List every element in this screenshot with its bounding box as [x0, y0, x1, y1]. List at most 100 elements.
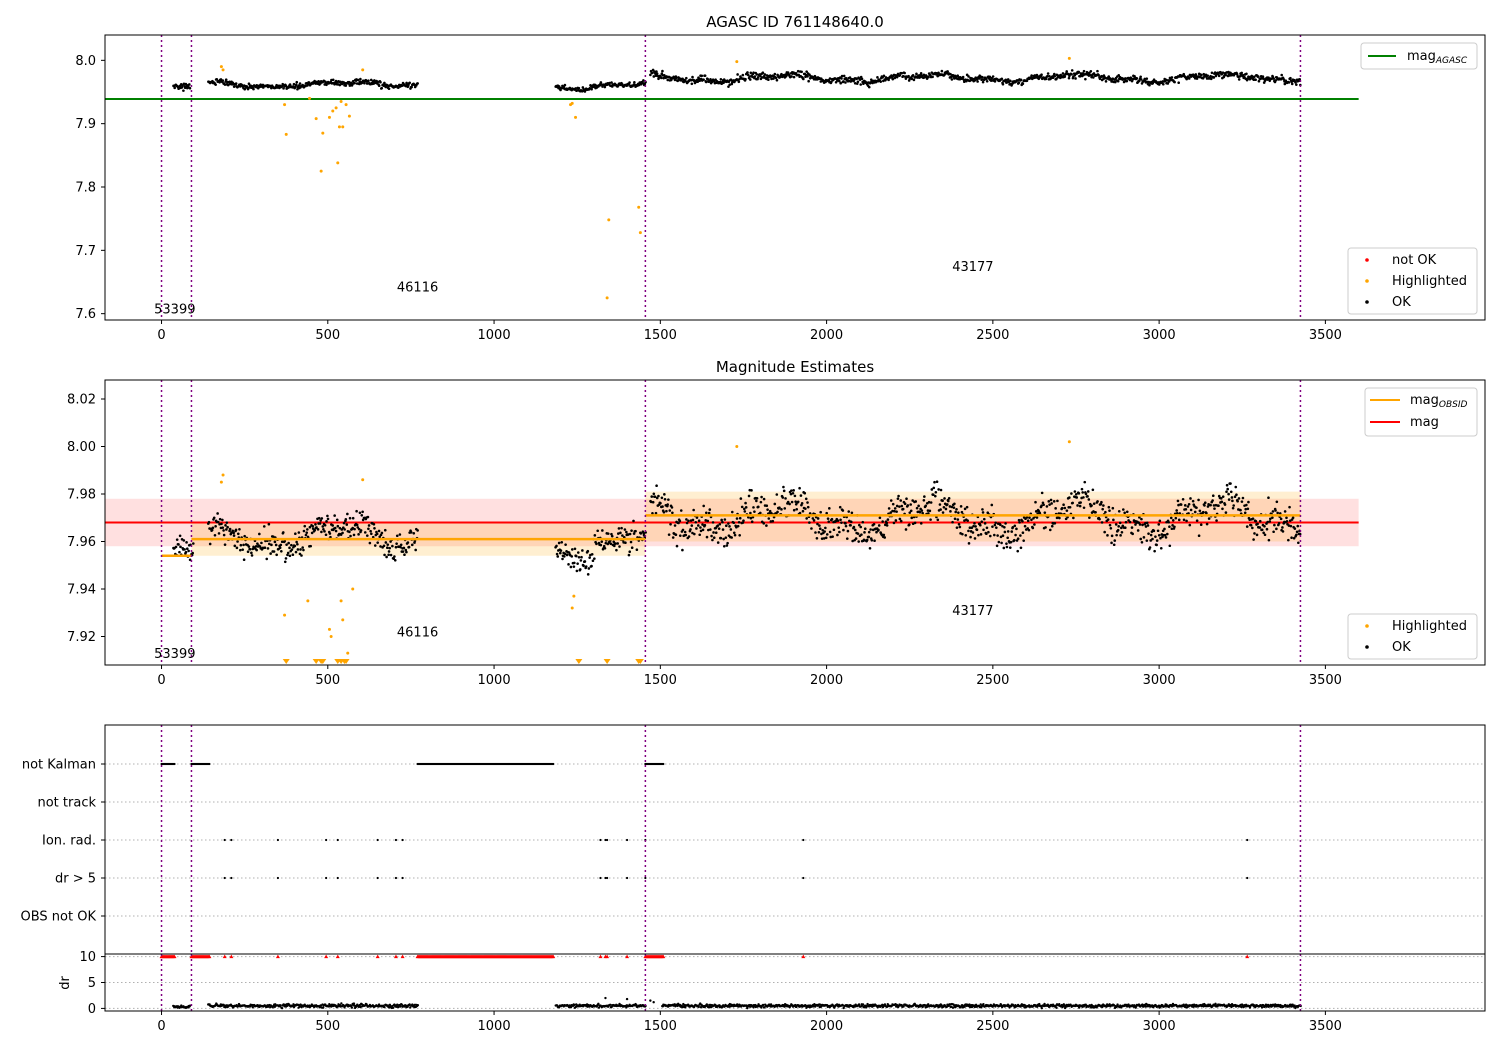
ok-point — [839, 518, 842, 522]
ok-point — [377, 529, 381, 533]
axes-frame — [104, 953, 1486, 1012]
ok-point — [1298, 77, 1301, 81]
highlighted-point — [1067, 56, 1071, 60]
ok-point — [910, 516, 914, 520]
ok-point — [1106, 534, 1109, 537]
ok-point — [1065, 70, 1069, 73]
ok-point — [369, 529, 372, 533]
ok-point — [384, 541, 388, 544]
ok-point — [619, 531, 622, 535]
ok-point — [707, 528, 710, 532]
ok-point — [803, 491, 807, 495]
ok-point — [1145, 521, 1149, 525]
ok-point — [870, 539, 874, 542]
ok-point — [218, 80, 221, 84]
ok-point — [982, 528, 985, 532]
ok-point — [359, 529, 363, 532]
ok-point — [698, 533, 702, 537]
ok-point — [1009, 540, 1013, 544]
dr-point — [625, 997, 629, 1001]
dr-point — [746, 1006, 749, 1010]
ok-point — [294, 83, 298, 87]
highlighted-point — [341, 125, 345, 129]
ok-point — [1058, 516, 1061, 520]
ok-point — [732, 521, 736, 525]
ok-point — [207, 520, 211, 524]
ok-point — [1107, 505, 1111, 509]
ok-point — [216, 512, 219, 515]
ok-point — [391, 544, 394, 548]
ok-point — [1047, 500, 1051, 503]
ok-point — [721, 520, 724, 524]
ok-point — [236, 540, 239, 543]
ok-point — [773, 502, 777, 506]
ok-point — [409, 531, 413, 534]
ok-point — [333, 526, 337, 530]
ok-point — [402, 546, 406, 550]
ok-point — [323, 523, 327, 527]
ok-point — [654, 511, 658, 515]
ok-point — [980, 78, 983, 81]
ok-point — [668, 509, 672, 512]
ok-point — [728, 525, 731, 528]
ok-point — [885, 524, 889, 527]
dr-capped-marker — [172, 954, 177, 959]
ok-point — [1244, 507, 1248, 511]
ok-point — [577, 555, 581, 559]
ok-point — [1217, 74, 1221, 78]
ok-point — [1187, 77, 1191, 80]
ok-point — [1089, 69, 1093, 73]
ok-point — [576, 551, 580, 554]
ok-point — [959, 505, 963, 508]
ok-point — [863, 531, 866, 534]
ok-point — [780, 508, 783, 511]
ok-point — [379, 545, 382, 548]
flag-point — [802, 838, 805, 842]
ok-point — [956, 518, 960, 521]
ok-point — [600, 540, 604, 543]
ok-point — [992, 533, 996, 537]
ok-point — [678, 519, 682, 523]
ok-point — [830, 517, 834, 521]
ok-point — [1144, 525, 1148, 528]
ok-point — [1233, 495, 1237, 499]
panel-title: Magnitude Estimates — [716, 358, 874, 376]
ok-point — [1255, 533, 1259, 537]
ok-point — [1187, 512, 1190, 515]
ok-point — [1148, 83, 1151, 87]
ok-point — [752, 71, 755, 74]
ok-point — [1298, 532, 1302, 536]
highlighted-point — [637, 205, 641, 209]
ok-point — [223, 543, 227, 546]
ok-point — [416, 529, 419, 532]
ok-point — [616, 542, 619, 545]
ok-point — [1023, 524, 1027, 528]
ok-point — [373, 544, 377, 547]
ok-point — [1014, 533, 1017, 537]
ok-point — [771, 519, 775, 523]
ok-point — [387, 553, 390, 557]
ok-point — [847, 510, 851, 513]
dr-point — [1055, 1006, 1058, 1009]
ok-point — [957, 511, 960, 514]
ok-point — [679, 509, 683, 512]
ok-point — [188, 83, 191, 86]
ok-point — [570, 548, 574, 551]
ok-point — [599, 81, 603, 84]
ok-point — [234, 528, 238, 532]
ok-point — [718, 522, 722, 526]
ok-point — [711, 521, 715, 524]
ok-point — [333, 514, 336, 517]
ok-point — [603, 546, 607, 550]
ok-point — [964, 534, 968, 537]
ok-point — [973, 78, 977, 82]
ok-point — [845, 537, 849, 540]
ok-point — [820, 537, 824, 540]
ok-point — [1268, 517, 1272, 521]
ok-point — [1295, 533, 1298, 537]
ok-point — [685, 518, 688, 521]
ok-point — [807, 79, 810, 83]
ok-point — [1283, 510, 1287, 513]
ok-point — [1103, 530, 1106, 534]
ok-point — [939, 508, 942, 511]
